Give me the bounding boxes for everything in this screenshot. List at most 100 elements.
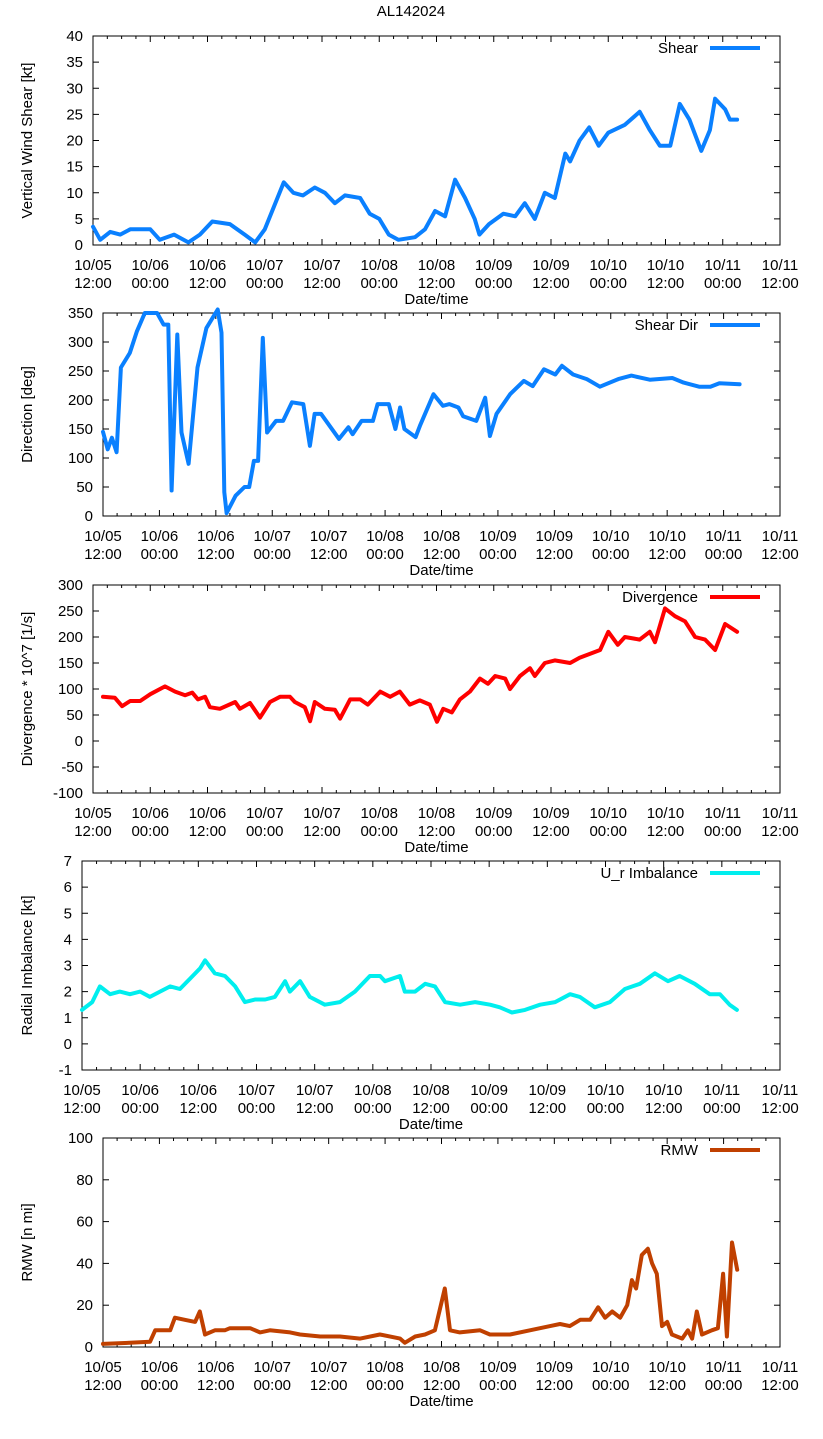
x-tick-label-time: 00:00 [704, 275, 742, 292]
x-tick-label-time: 12:00 [197, 1377, 235, 1394]
x-tick-label-time: 12:00 [645, 1100, 683, 1117]
x-tick-label-date: 10/08 [412, 1082, 450, 1099]
x-tick-label-time: 12:00 [63, 1100, 101, 1117]
x-tick-label-date: 10/06 [189, 257, 227, 274]
x-tick-label-time: 12:00 [536, 546, 574, 563]
x-tick-label-date: 10/10 [648, 1359, 686, 1376]
x-tick-label-date: 10/08 [418, 257, 456, 274]
x-axis-label: Date/time [404, 291, 468, 308]
legend-label: Shear [658, 40, 698, 57]
y-tick-label: 0 [75, 237, 83, 254]
x-tick-label-time: 00:00 [253, 1377, 291, 1394]
x-tick-label-time: 12:00 [412, 1100, 450, 1117]
y-tick-label: 5 [64, 905, 72, 922]
x-tick-label-date: 10/09 [532, 805, 570, 822]
x-tick-label-date: 10/09 [470, 1082, 508, 1099]
x-tick-label-date: 10/10 [589, 257, 627, 274]
x-tick-label-time: 00:00 [360, 823, 398, 840]
legend-label: U_r Imbalance [600, 865, 698, 882]
x-tick-label-date: 10/09 [536, 1359, 574, 1376]
x-tick-label-time: 12:00 [303, 275, 341, 292]
x-tick-label-date: 10/10 [592, 528, 630, 545]
x-tick-label-time: 00:00 [470, 1100, 508, 1117]
x-tick-label-date: 10/05 [84, 1359, 122, 1376]
x-tick-label-time: 12:00 [648, 1377, 686, 1394]
x-tick-label-date: 10/08 [366, 528, 404, 545]
y-tick-label: 35 [66, 54, 83, 71]
x-tick-label-time: 00:00 [479, 1377, 517, 1394]
x-tick-label-date: 10/07 [246, 805, 284, 822]
x-tick-label-time: 00:00 [354, 1100, 392, 1117]
y-tick-label: 80 [76, 1172, 93, 1189]
panel-1: 051015202530354010/0512:0010/0600:0010/0… [19, 28, 799, 308]
x-tick-label-date: 10/11 [705, 1359, 741, 1376]
x-tick-label-date: 10/06 [141, 1359, 179, 1376]
x-tick-label-date: 10/08 [360, 805, 398, 822]
x-tick-label-date: 10/11 [762, 1359, 798, 1376]
x-tick-label-date: 10/08 [423, 528, 461, 545]
y-tick-label: 25 [66, 106, 83, 123]
y-tick-label: 100 [68, 450, 93, 467]
x-tick-label-date: 10/09 [532, 257, 570, 274]
x-tick-label-time: 00:00 [141, 1377, 179, 1394]
x-axis-label: Date/time [399, 1116, 463, 1133]
y-tick-label: 0 [85, 1339, 93, 1356]
x-tick-label-time: 00:00 [131, 823, 169, 840]
y-tick-label: 300 [58, 577, 83, 594]
x-tick-label-time: 12:00 [529, 1100, 567, 1117]
y-tick-label: 50 [66, 707, 83, 724]
x-tick-label-time: 12:00 [310, 1377, 348, 1394]
panel-5: 02040608010010/0512:0010/0600:0010/0612:… [19, 1130, 799, 1410]
y-tick-label: 250 [58, 603, 83, 620]
legend-label: Shear Dir [635, 317, 698, 334]
x-tick-label-time: 00:00 [479, 546, 517, 563]
x-tick-label-date: 10/08 [360, 257, 398, 274]
x-tick-label-time: 00:00 [131, 275, 169, 292]
x-tick-label-date: 10/05 [84, 528, 122, 545]
y-tick-label: 30 [66, 80, 83, 97]
x-tick-label-time: 00:00 [246, 823, 284, 840]
y-tick-label: 200 [68, 392, 93, 409]
x-tick-label-date: 10/07 [296, 1082, 334, 1099]
x-tick-label-date: 10/10 [648, 528, 686, 545]
series-line-shear-dir [101, 307, 742, 516]
x-tick-label-time: 00:00 [475, 275, 513, 292]
x-tick-label-date: 10/06 [131, 805, 169, 822]
x-tick-label-date: 10/06 [131, 257, 169, 274]
x-tick-label-date: 10/07 [303, 257, 341, 274]
x-tick-label-time: 12:00 [647, 275, 685, 292]
y-tick-label: 5 [75, 211, 83, 228]
x-tick-label-time: 00:00 [704, 823, 742, 840]
x-tick-label-time: 00:00 [253, 546, 291, 563]
x-tick-label-time: 12:00 [761, 1377, 799, 1394]
legend-label: Divergence [622, 589, 698, 606]
x-tick-label-time: 00:00 [366, 546, 404, 563]
x-tick-label-date: 10/06 [197, 528, 235, 545]
y-tick-label: 60 [76, 1214, 93, 1231]
x-tick-label-time: 12:00 [532, 275, 570, 292]
x-tick-label-date: 10/11 [705, 805, 741, 822]
x-tick-label-time: 12:00 [303, 823, 341, 840]
x-tick-label-date: 10/06 [121, 1082, 159, 1099]
y-tick-label: -100 [53, 785, 83, 802]
y-tick-label: 7 [64, 853, 72, 870]
series-line-divergence [101, 606, 740, 724]
x-tick-label-time: 12:00 [74, 823, 112, 840]
x-tick-label-date: 10/09 [479, 1359, 517, 1376]
x-tick-label-time: 12:00 [761, 275, 799, 292]
x-tick-label-time: 00:00 [705, 1377, 743, 1394]
y-tick-label: -50 [61, 759, 83, 776]
x-tick-label-date: 10/11 [704, 1082, 740, 1099]
x-tick-label-time: 12:00 [648, 546, 686, 563]
y-axis-label: Direction [deg] [19, 366, 36, 463]
panel-3: -100-5005010015020025030010/0512:0010/06… [19, 577, 799, 856]
x-tick-label-date: 10/10 [645, 1082, 683, 1099]
x-tick-label-date: 10/05 [74, 805, 112, 822]
x-tick-label-date: 10/10 [592, 1359, 630, 1376]
x-tick-label-date: 10/08 [418, 805, 456, 822]
x-tick-label-date: 10/09 [536, 528, 574, 545]
y-tick-label: 20 [76, 1297, 93, 1314]
x-tick-label-time: 12:00 [84, 546, 122, 563]
chart-title: AL142024 [377, 3, 445, 20]
y-tick-label: 20 [66, 133, 83, 150]
